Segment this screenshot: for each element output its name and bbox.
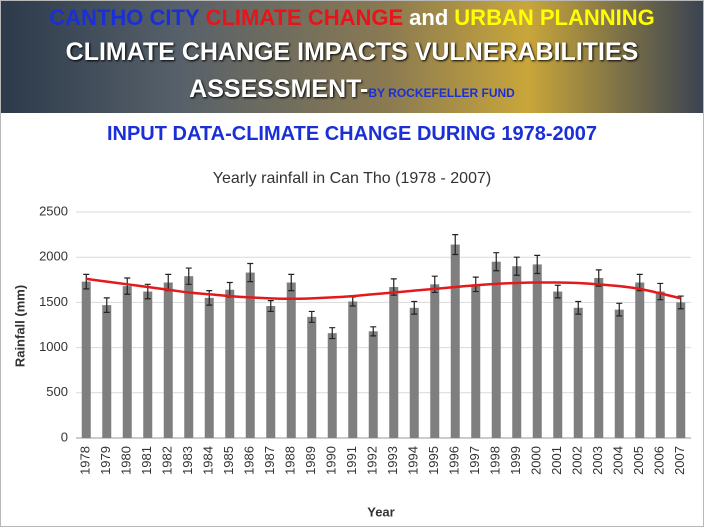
header-segment: CANTHO CITY bbox=[49, 5, 199, 30]
x-tick-label: 1993 bbox=[385, 446, 400, 475]
bar bbox=[430, 284, 439, 438]
x-tick-label: 1992 bbox=[365, 446, 380, 475]
x-tick-label: 2000 bbox=[529, 446, 544, 475]
bar bbox=[348, 301, 357, 438]
y-tick-label: 2500 bbox=[39, 203, 68, 218]
x-tick-label: 2005 bbox=[631, 446, 646, 475]
bar bbox=[369, 331, 378, 438]
x-tick-label: 1997 bbox=[467, 446, 482, 475]
bar bbox=[635, 283, 644, 438]
bar bbox=[287, 283, 296, 438]
x-tick-label: 1988 bbox=[283, 446, 298, 475]
x-tick-label: 2006 bbox=[652, 446, 667, 475]
x-tick-label: 1986 bbox=[242, 446, 257, 475]
x-tick-label: 1994 bbox=[406, 446, 421, 475]
bar bbox=[574, 308, 583, 438]
x-tick-label: 1998 bbox=[488, 446, 503, 475]
x-tick-label: 1979 bbox=[98, 446, 113, 475]
x-tick-label: 1991 bbox=[344, 446, 359, 475]
x-tick-label: 2007 bbox=[672, 446, 687, 475]
bar bbox=[389, 287, 398, 438]
x-tick-label: 1990 bbox=[324, 446, 339, 475]
bar bbox=[82, 282, 91, 438]
x-tick-label: 1987 bbox=[262, 446, 277, 475]
y-axis-label: Rainfall (mm) bbox=[12, 285, 27, 367]
section-title: INPUT DATA-CLIMATE CHANGE DURING 1978-20… bbox=[1, 123, 703, 146]
header-line3: ASSESSMENT-BY ROCKEFELLER FUND bbox=[1, 75, 703, 104]
bar bbox=[492, 262, 501, 438]
bar bbox=[656, 292, 665, 438]
y-tick-label: 0 bbox=[61, 429, 68, 444]
x-tick-label: 1980 bbox=[119, 446, 134, 475]
x-tick-label: 1996 bbox=[447, 446, 462, 475]
bar bbox=[205, 298, 214, 438]
x-tick-label: 1978 bbox=[78, 446, 93, 475]
chart-title: Yearly rainfall in Can Tho (1978 - 2007) bbox=[213, 170, 491, 187]
bar bbox=[471, 284, 480, 438]
x-tick-label: 1982 bbox=[160, 446, 175, 475]
bar bbox=[266, 306, 275, 438]
y-tick-label: 1000 bbox=[39, 339, 68, 354]
bar bbox=[123, 286, 132, 438]
bar bbox=[533, 264, 542, 438]
trend-line bbox=[86, 279, 681, 299]
y-tick-label: 2000 bbox=[39, 249, 68, 264]
bar bbox=[553, 292, 562, 438]
bar bbox=[328, 333, 337, 438]
x-tick-label: 1995 bbox=[426, 446, 441, 475]
bar bbox=[512, 266, 521, 438]
x-tick-label: 1989 bbox=[303, 446, 318, 475]
x-tick-label: 1984 bbox=[201, 446, 216, 475]
bar bbox=[594, 278, 603, 438]
header-line2: CLIMATE CHANGE IMPACTS VULNERABILITIES bbox=[1, 38, 703, 67]
x-tick-label: 2001 bbox=[549, 446, 564, 475]
header-segment: CLIMATE CHANGE bbox=[206, 5, 404, 30]
x-tick-label: 1985 bbox=[221, 446, 236, 475]
y-tick-label: 500 bbox=[46, 384, 68, 399]
bar bbox=[676, 302, 685, 438]
bar bbox=[451, 245, 460, 438]
x-tick-label: 1999 bbox=[508, 446, 523, 475]
x-tick-label: 2003 bbox=[590, 446, 605, 475]
bar bbox=[143, 292, 152, 438]
header-text: ASSESSMENT- bbox=[189, 75, 368, 103]
header-suffix: BY ROCKEFELLER FUND bbox=[368, 86, 514, 100]
bar bbox=[307, 317, 316, 438]
x-tick-label: 1981 bbox=[139, 446, 154, 475]
y-tick-label: 1500 bbox=[39, 294, 68, 309]
bar bbox=[164, 283, 173, 438]
bar bbox=[615, 310, 624, 438]
bar bbox=[410, 308, 419, 438]
header-segment: and bbox=[409, 5, 448, 30]
x-tick-label: 1983 bbox=[180, 446, 195, 475]
slide: CANTHO CITY CLIMATE CHANGEandURBAN PLANNI… bbox=[0, 0, 704, 527]
x-tick-label: 2004 bbox=[611, 446, 626, 475]
chart: Yearly rainfall in Can Tho (1978 - 2007)… bbox=[1, 151, 703, 526]
bar bbox=[225, 290, 234, 438]
bar bbox=[184, 276, 193, 438]
x-axis-label: Year bbox=[367, 504, 394, 519]
x-tick-label: 2002 bbox=[570, 446, 585, 475]
bar bbox=[102, 305, 111, 438]
header-segment: URBAN PLANNING bbox=[454, 5, 654, 30]
